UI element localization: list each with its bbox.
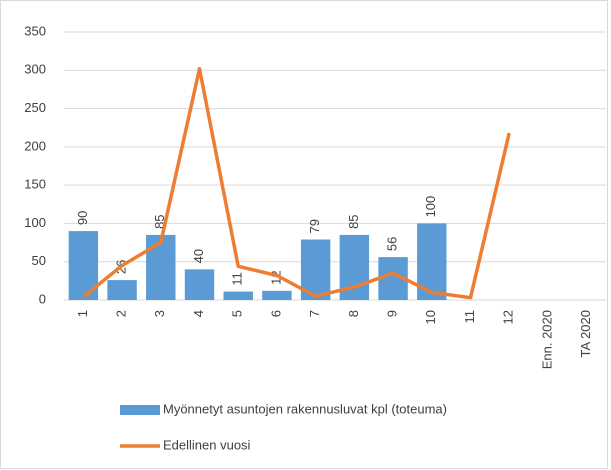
bar xyxy=(146,234,176,300)
x-tick-label: 10 xyxy=(423,310,438,324)
x-tick-label: 8 xyxy=(346,310,361,317)
x-tick-label: 3 xyxy=(152,310,167,317)
x-tick-label: Enn. 2020 xyxy=(539,310,554,369)
y-tick-label: 250 xyxy=(24,100,46,115)
y-tick-label: 100 xyxy=(24,215,46,230)
bar xyxy=(184,269,215,300)
x-tick-label: 1 xyxy=(75,310,90,317)
legend-label: Edellinen vuosi xyxy=(163,437,251,452)
bar xyxy=(223,291,253,300)
x-tick-label: 6 xyxy=(268,310,283,317)
x-tick-label: 12 xyxy=(501,310,516,324)
y-tick-label: 200 xyxy=(24,138,46,153)
y-tick-label: 0 xyxy=(39,291,46,306)
x-tick-label: 4 xyxy=(191,310,206,317)
data-label: 40 xyxy=(191,249,206,263)
bar xyxy=(107,280,137,300)
x-tick-label: TA 2020 xyxy=(578,310,593,357)
data-label: 85 xyxy=(346,214,361,228)
data-label: 100 xyxy=(423,196,438,218)
y-tick-label: 350 xyxy=(24,23,46,38)
y-tick-label: 50 xyxy=(32,253,46,268)
x-tick-label: 11 xyxy=(462,310,477,324)
data-label: 90 xyxy=(75,211,90,225)
data-label: 11 xyxy=(230,272,245,286)
x-tick-label: 5 xyxy=(230,310,245,317)
data-label: 79 xyxy=(307,219,322,233)
x-tick-label: 7 xyxy=(307,310,322,317)
y-tick-label: 300 xyxy=(24,62,46,77)
bar xyxy=(262,290,292,300)
line xyxy=(82,67,511,300)
x-tick-label: 2 xyxy=(114,310,129,317)
y-tick-label: 150 xyxy=(24,177,46,192)
data-label: 56 xyxy=(385,237,400,251)
legend-label: Myönnetyt asuntojen rakennusluvat kpl (t… xyxy=(163,401,447,416)
x-tick-label: 9 xyxy=(385,310,400,317)
legend-swatch xyxy=(120,405,160,415)
